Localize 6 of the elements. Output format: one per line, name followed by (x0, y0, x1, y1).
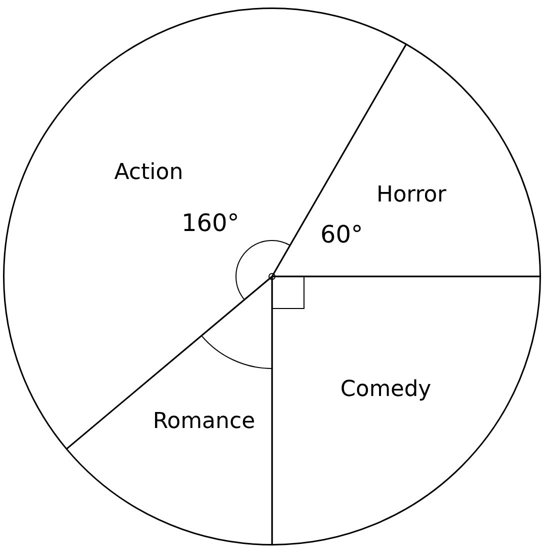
slice-label: Horror (376, 182, 448, 208)
slice-label: Comedy (340, 377, 432, 402)
slice-label: Romance (152, 409, 256, 434)
data-label: 60° (320, 220, 363, 248)
data-label: 160° (181, 209, 240, 238)
slice-label: Action (114, 160, 184, 185)
